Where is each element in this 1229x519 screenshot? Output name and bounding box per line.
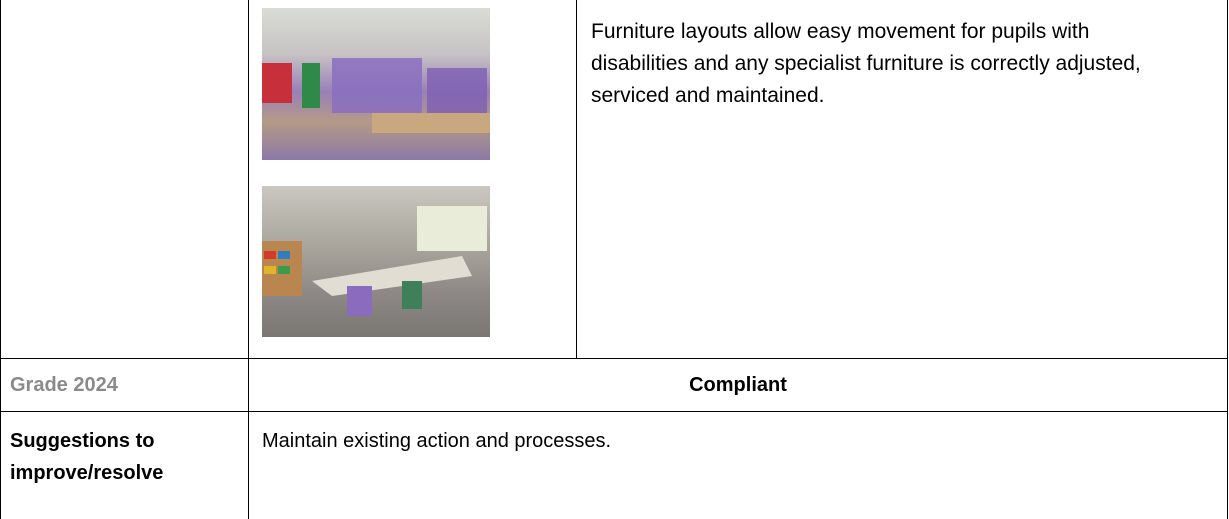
border [248, 0, 249, 519]
border [0, 411, 1228, 412]
suggestions-label: Suggestions to improve/resolve [10, 430, 164, 484]
photo-detail [262, 206, 487, 316]
photo-detail [262, 58, 490, 133]
border [0, 0, 1, 519]
classroom-photo [262, 186, 490, 337]
suggestions-text: Maintain existing action and processes. [262, 430, 612, 452]
border [576, 0, 577, 358]
grade-label: Grade 2024 [10, 374, 118, 396]
grade-value: Compliant [689, 374, 787, 396]
classroom-photo [262, 8, 490, 160]
border [0, 358, 1228, 359]
criteria-text: Furniture layouts allow easy movement fo… [591, 20, 1141, 107]
border [1227, 0, 1228, 519]
